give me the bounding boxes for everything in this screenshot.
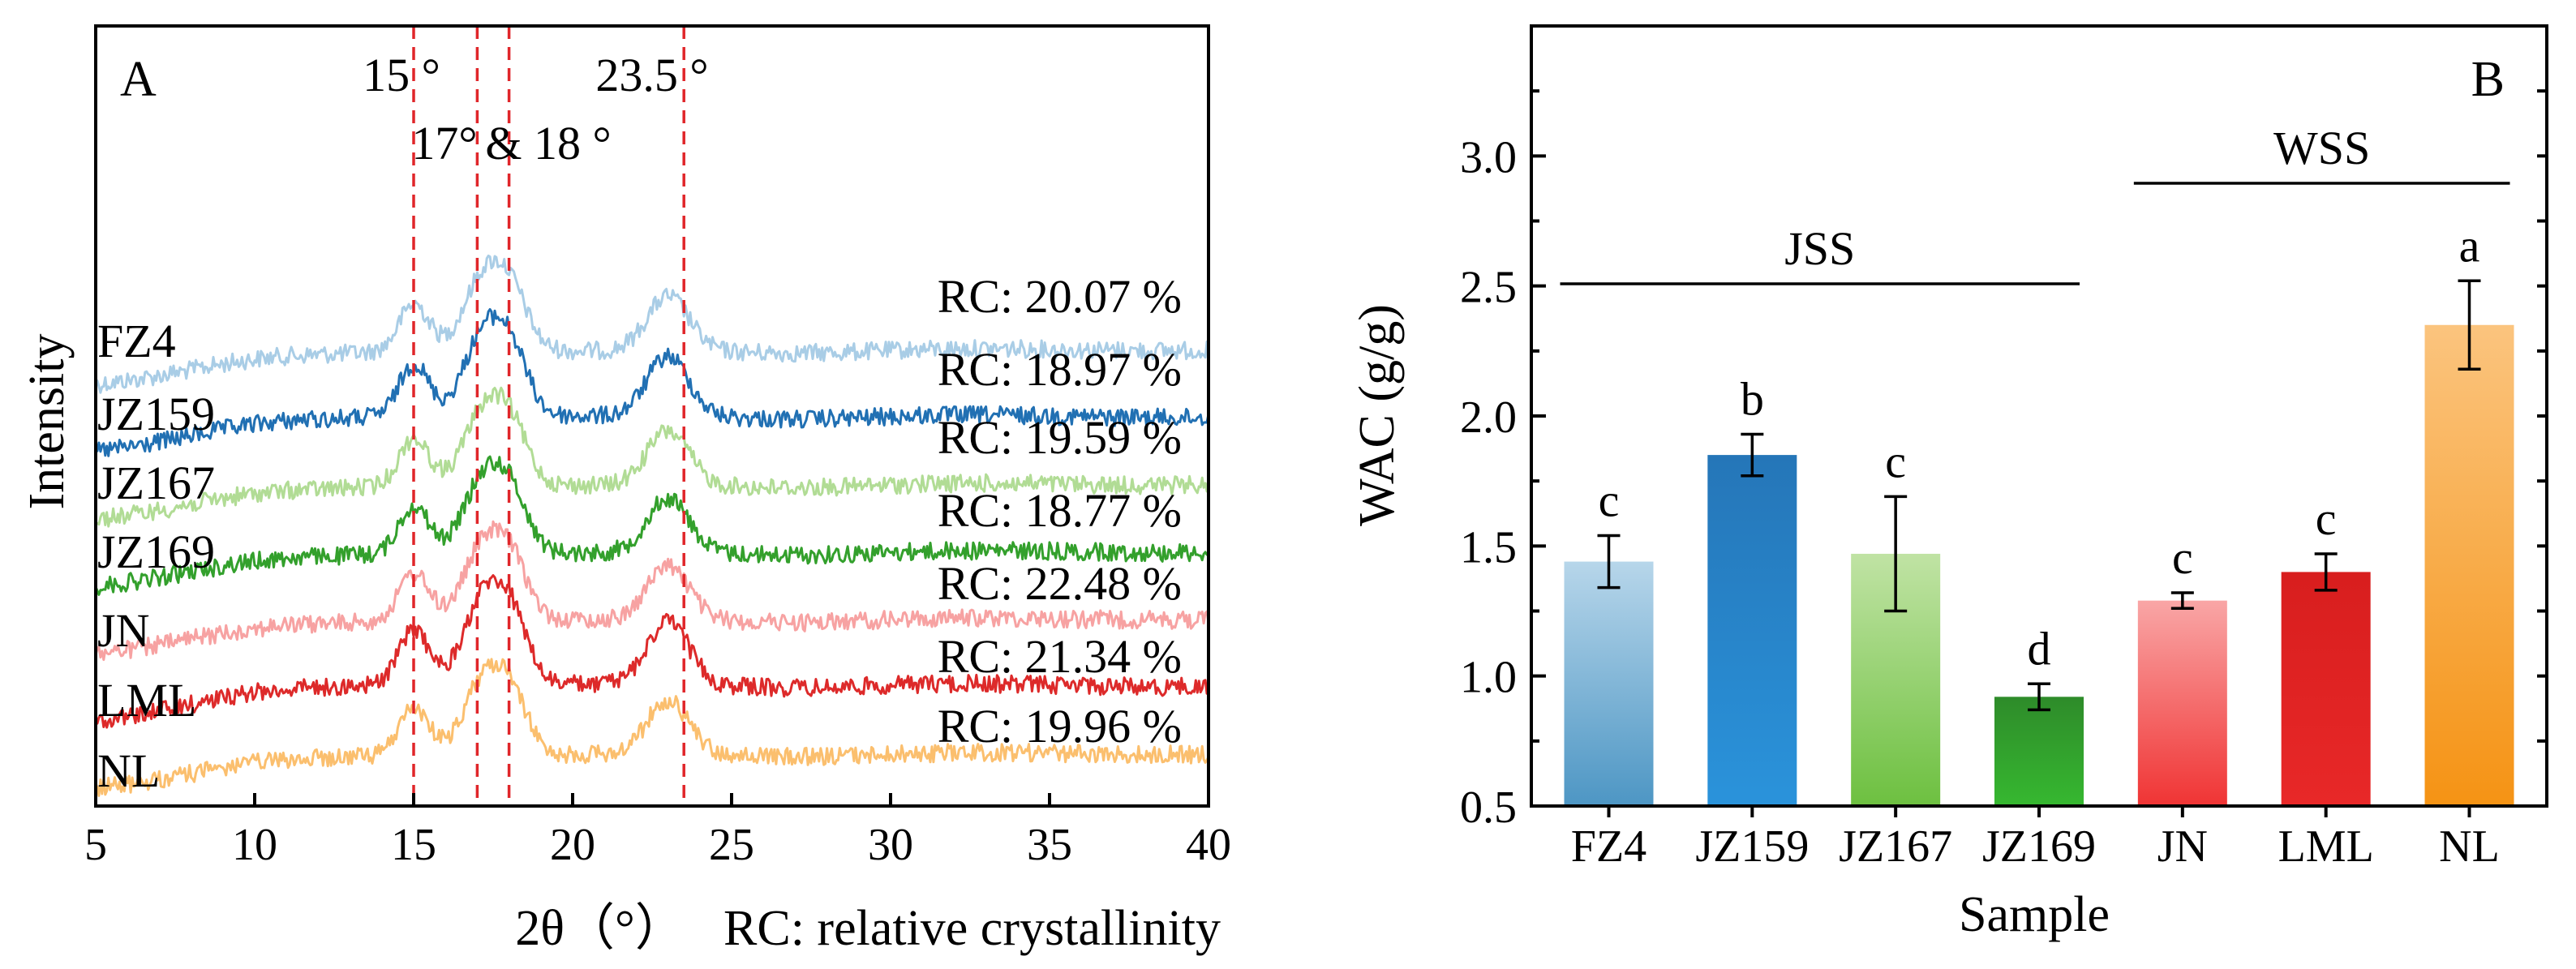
significance-letter: c: [2172, 531, 2193, 584]
b-x-tick-label: LML: [2278, 821, 2374, 872]
a-x-tick-label: 20: [550, 820, 595, 870]
panel-a-x-axis-label: 2θ（°）: [515, 901, 685, 956]
significance-letters: c b c d c c a: [1599, 219, 2480, 675]
error-bars: [1597, 279, 2481, 712]
panel-a-xrd-chart: 5 10 15 20 25 30 35 40 15 ° 17° & 18 ° 23.5 ° FZ4 J…: [19, 24, 1231, 956]
peak-label: & 18 °: [485, 117, 611, 169]
a-x-tick-label: 25: [709, 820, 754, 870]
group-label: WSS: [2273, 122, 2370, 174]
xrd-trace-nl: [94, 658, 1210, 797]
significance-letter: c: [1885, 435, 1906, 487]
significance-letter: c: [1599, 474, 1620, 527]
b-y-tick-label: 1.5: [1460, 522, 1517, 572]
series-name: LML: [97, 674, 196, 727]
xrd-trace-fz4: [94, 255, 1209, 394]
b-x-tick-label: JN: [2157, 821, 2208, 872]
bar-jz169: [1994, 697, 2084, 806]
peak-labels: 15 ° 17° & 18 ° 23.5 °: [363, 49, 708, 169]
panel-b-y-axis-label: WAC (g/g): [1350, 304, 1405, 526]
rc-label: RC: 21.34 %: [938, 630, 1182, 683]
rc-label: RC: 20.07 %: [938, 270, 1182, 323]
rc-label: RC: 18.97 %: [938, 343, 1182, 396]
series-name: JZ167: [97, 457, 215, 509]
rc-label: RC: 18.77 %: [938, 484, 1182, 537]
significance-letter: c: [2316, 492, 2337, 545]
series-name: JZ169: [97, 525, 215, 578]
panel-a-frame: [94, 24, 1210, 808]
panel-b-wac-bar-chart: c b c d c c a JSS WSS 0.5 1.0 1.5 2.0 2.5 3.0 FZ4 JZ1…: [1350, 24, 2548, 942]
bar-lml: [2281, 572, 2371, 806]
b-x-tick-label: JZ159: [1695, 821, 1809, 872]
rc-label: RC: 19.96 %: [938, 700, 1182, 752]
bar-jz159: [1707, 455, 1797, 806]
b-y-tick-label: 2.5: [1460, 263, 1517, 313]
bar-nl: [2424, 324, 2514, 806]
group-label: JSS: [1784, 222, 1855, 275]
panel-a-letter: A: [120, 52, 157, 107]
xrd-trace-jz169: [94, 455, 1209, 596]
series-names: FZ4 JZ159 JZ167 JZ169 JN LML NL: [97, 315, 215, 797]
xrd-trace-lml: [94, 574, 1210, 729]
a-x-tick-label: 5: [84, 820, 107, 870]
group-brackets: JSS WSS: [1560, 122, 2510, 285]
series-name: NL: [97, 744, 160, 797]
panel-a-y-axis-label: Intensity: [19, 334, 75, 510]
panel-b-y-ticks: 0.5 1.0 1.5 2.0 2.5 3.0: [1460, 24, 2547, 833]
panel-b-x-axis-label: Sample: [1959, 887, 2110, 942]
peak-reference-lines: [412, 26, 685, 806]
bar-fz4: [1564, 561, 1654, 806]
b-x-tick-label: JZ167: [1839, 821, 1952, 872]
significance-letter: a: [2459, 219, 2480, 272]
b-y-tick-label: 1.0: [1460, 653, 1517, 703]
peak-label: 15 °: [363, 49, 440, 101]
rc-labels: RC: 20.07 % RC: 18.97 % RC: 19.59 % RC: 18.…: [938, 270, 1182, 752]
bar-jn: [2137, 600, 2227, 806]
panel-b-letter: B: [2471, 52, 2505, 107]
peak-label: 23.5 °: [595, 49, 708, 101]
a-x-tick-label: 40: [1186, 820, 1231, 870]
rc-label: RC: 22.48 %: [938, 557, 1182, 610]
xrd-trace-jn: [94, 520, 1210, 662]
b-x-tick-label: NL: [2439, 821, 2500, 872]
b-y-tick-label: 3.0: [1460, 132, 1517, 182]
a-x-tick-label: 30: [868, 820, 913, 870]
a-x-tick-label: 10: [232, 820, 277, 870]
rc-footnote: RC: relative crystallinity: [723, 901, 1221, 956]
xrd-trace-jz167: [95, 386, 1210, 528]
peak-label: 17°: [411, 117, 477, 169]
rc-label: RC: 19.59 %: [938, 411, 1182, 464]
wac-bars: [1564, 324, 2514, 806]
panel-a-x-ticks: 5 10 15 20 25 30 35 40: [84, 793, 1231, 870]
series-name: JN: [97, 604, 149, 657]
a-x-tick-label: 35: [1027, 820, 1072, 870]
b-y-tick-label: 0.5: [1460, 782, 1517, 833]
series-name: JZ159: [97, 388, 215, 440]
series-name: FZ4: [97, 315, 176, 367]
panel-b-x-ticks: FZ4 JZ159 JZ167 JZ169 JN LML NL: [1571, 806, 2500, 872]
xrd-trace-jz159: [95, 308, 1210, 457]
b-x-tick-label: JZ169: [1982, 821, 2096, 872]
b-y-tick-label: 2.0: [1460, 392, 1517, 443]
a-x-tick-label: 15: [391, 820, 436, 870]
significance-letter: b: [1741, 372, 1764, 425]
significance-letter: d: [2028, 622, 2051, 675]
b-x-tick-label: FZ4: [1571, 821, 1646, 872]
xrd-spectra: [94, 255, 1210, 797]
